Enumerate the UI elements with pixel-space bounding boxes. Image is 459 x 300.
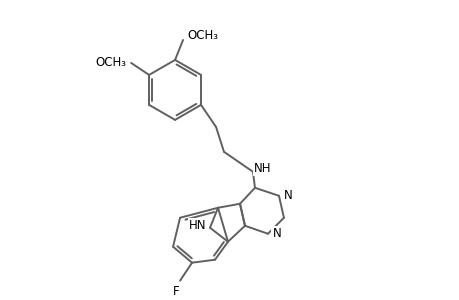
Text: N: N [272, 227, 281, 240]
Text: NH: NH [254, 162, 271, 175]
Text: F: F [173, 285, 179, 298]
Text: N: N [283, 189, 291, 202]
Text: HN: HN [189, 219, 207, 232]
Text: OCH₃: OCH₃ [95, 56, 126, 69]
Text: OCH₃: OCH₃ [187, 29, 218, 43]
